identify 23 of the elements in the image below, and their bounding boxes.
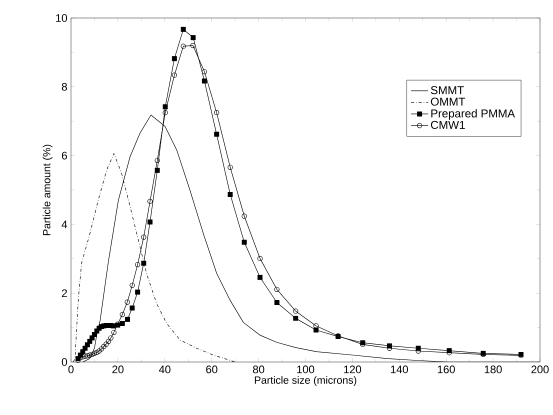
x-tick-label: 80: [252, 366, 264, 374]
legend-label: CMW1: [430, 120, 465, 129]
x-tick-label: 40: [158, 366, 170, 374]
x-tick-label: 200: [531, 366, 549, 374]
x-tick-label: 20: [112, 366, 124, 374]
x-tick-label: 180: [484, 366, 502, 374]
x-tick-label: 140: [390, 366, 408, 374]
y-tick-label: 6: [62, 152, 67, 160]
y-tick-label: 0: [62, 358, 68, 366]
x-axis-title: Particle size (microns): [254, 376, 356, 386]
y-tick-label: 10: [56, 14, 68, 22]
y-tick-label: 2: [62, 289, 67, 298]
x-tick-label: 100: [297, 366, 314, 374]
y-tick-label: 4: [62, 220, 68, 228]
x-tick-label: 120: [344, 366, 362, 374]
y-axis-title: Particle amount (%): [42, 144, 52, 236]
legend-label: Prepared PMMA: [431, 109, 516, 120]
x-tick-label: 60: [206, 366, 218, 374]
legend-label: SMMT: [430, 86, 464, 94]
x-tick-label: 160: [438, 366, 455, 374]
y-tick-label: 8: [62, 82, 67, 91]
x-tick-label: 0: [68, 366, 74, 374]
legend-label: OMMT: [430, 98, 466, 106]
